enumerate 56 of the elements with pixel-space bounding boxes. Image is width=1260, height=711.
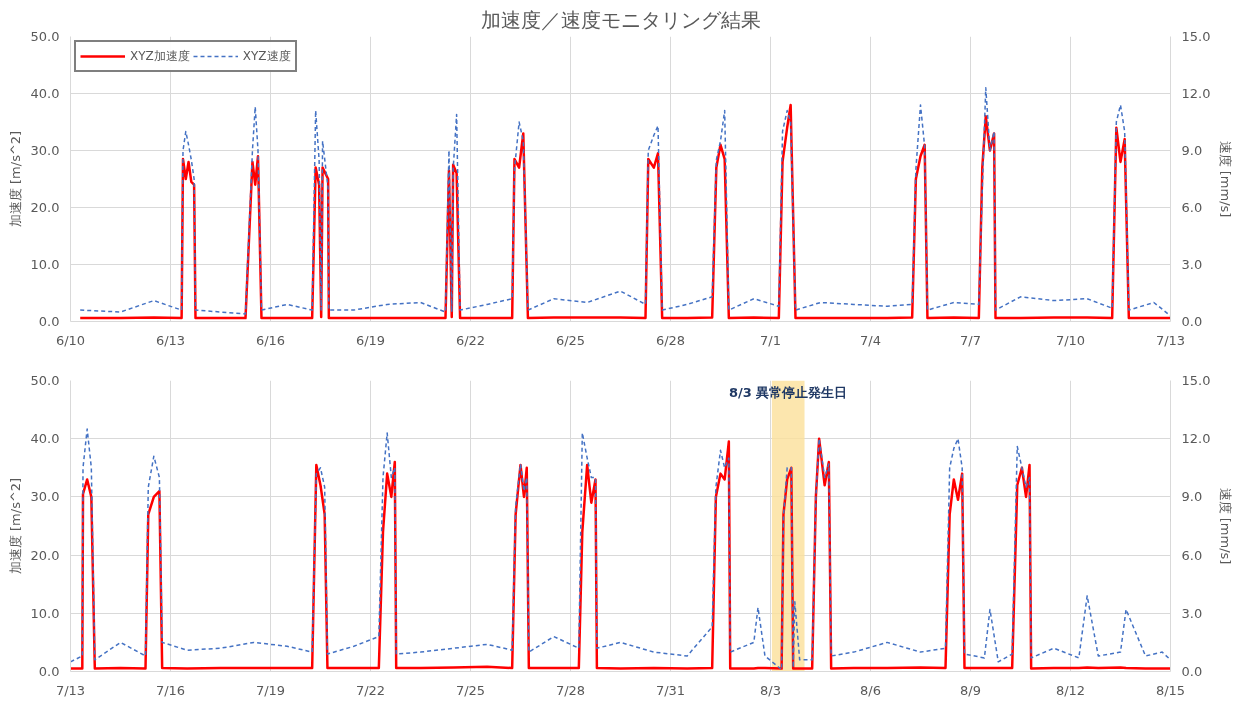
x-tick-label: 6/10 [55,332,86,348]
x-tick-label: 7/10 [1055,332,1086,348]
y2-tick-label: 3.0 [1181,605,1203,621]
y2-tick-label: 9.0 [1181,143,1203,158]
x-tick-label: 7/1 [760,332,781,348]
x-tick-label: 7/22 [355,682,386,698]
y2-axis-title: 速度 [mm/s] [1218,487,1234,565]
y-tick-label: 40.0 [30,431,60,447]
y2-tick-label: 12.0 [1181,431,1211,447]
y2-tick-label: 15.0 [1181,29,1211,44]
y2-tick-label: 0.0 [1181,314,1203,329]
y-tick-label: 10.0 [30,605,60,621]
y-axis-title: 加速度 [m/s^2] [7,130,23,228]
x-tick-label: 7/31 [655,682,686,698]
y2-tick-label: 12.0 [1181,86,1211,101]
y-tick-label: 50.0 [30,373,60,388]
chart-title: 加速度／速度モニタリング結果 [480,7,761,32]
y-axis-title: 加速度 [m/s^2] [7,477,23,575]
y2-axis-title: 速度 [mm/s] [1218,140,1234,218]
x-tick-label: 6/13 [155,332,186,348]
y-tick-label: 20.0 [30,200,60,215]
x-tick-label: 8/15 [1155,682,1186,698]
x-tick-label: 7/28 [555,682,586,698]
x-tick-label: 7/13 [55,682,86,698]
x-tick-label: 6/16 [255,332,286,348]
legend-label: XYZ速度 [242,47,291,65]
x-tick-label: 7/19 [255,682,286,698]
x-tick-label: 8/9 [960,682,981,698]
band-label: 8/3 異常停止発生日 [729,384,848,400]
y2-tick-label: 0.0 [1181,664,1203,679]
y-tick-label: 50.0 [30,29,60,44]
y2-tick-label: 3.0 [1181,257,1203,272]
x-tick-label: 6/22 [455,332,486,348]
x-tick-label: 7/7 [960,332,981,348]
y-tick-label: 10.0 [30,257,60,272]
x-tick-label: 7/16 [155,682,186,698]
x-tick-label: 7/25 [455,682,486,698]
x-tick-label: 7/4 [860,332,881,348]
legend-label: XYZ加速度 [130,47,190,65]
x-tick-label: 6/25 [555,332,586,348]
y-tick-label: 30.0 [30,489,60,505]
x-tick-label: 7/13 [1155,332,1186,348]
y-tick-label: 40.0 [30,86,60,101]
y-tick-label: 0.0 [38,664,60,679]
y2-tick-label: 9.0 [1181,489,1203,505]
y2-tick-label: 15.0 [1181,373,1211,388]
x-tick-label: 8/6 [860,682,881,698]
x-tick-label: 6/28 [655,332,686,348]
x-tick-label: 8/3 [760,682,781,698]
x-tick-label: 6/19 [355,332,386,348]
y2-tick-label: 6.0 [1181,547,1203,563]
y-tick-label: 0.0 [38,314,60,329]
y2-tick-label: 6.0 [1181,200,1203,215]
y-tick-label: 30.0 [30,143,60,158]
x-tick-label: 8/12 [1055,682,1086,698]
y-tick-label: 20.0 [30,547,60,563]
